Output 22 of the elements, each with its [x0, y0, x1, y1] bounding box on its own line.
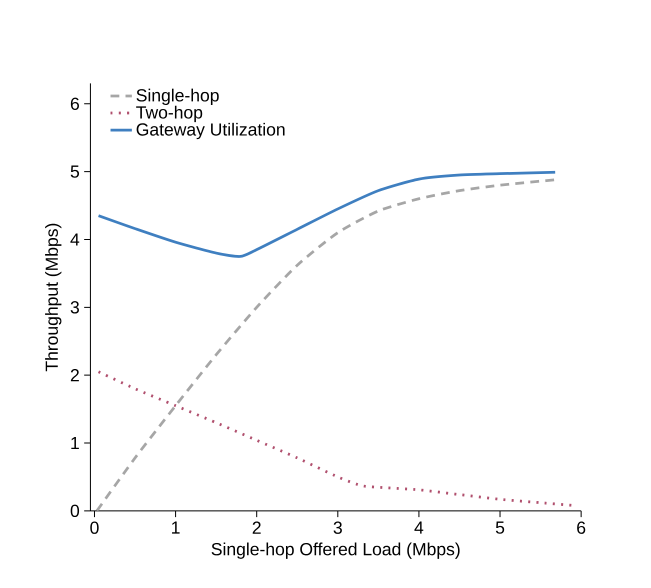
legend-label: Gateway Utilization [136, 122, 285, 140]
legend-label: Two-hop [136, 106, 202, 122]
y-tick-label: 1 [71, 437, 79, 450]
y-tick-label: 0 [70, 504, 80, 518]
y-tick-label: 6 [70, 98, 79, 110]
x-tick-label: 1 [172, 522, 180, 534]
x-tick-label: 6 [577, 522, 586, 534]
x-tick-label: 2 [252, 522, 261, 534]
y-axis-title: Throughput (Mbps) [45, 224, 62, 372]
y-tick-label: 5 [70, 166, 80, 178]
line-series [97, 171, 557, 258]
x-tick-label: 0 [90, 522, 99, 534]
y-tick-label: 2 [70, 369, 79, 382]
x-tick-label: 3 [334, 522, 342, 534]
x-tick-label: 5 [496, 522, 504, 534]
y-tick-label: 3 [70, 301, 79, 314]
line-series [97, 370, 574, 507]
y-tick-label: 4 [70, 234, 80, 246]
x-tick-label: 4 [414, 522, 424, 534]
x-axis-title: Single-hop Offered Load (Mbps) [212, 542, 460, 559]
legend-label: Single-hop [136, 88, 219, 106]
line-series [96, 178, 557, 511]
